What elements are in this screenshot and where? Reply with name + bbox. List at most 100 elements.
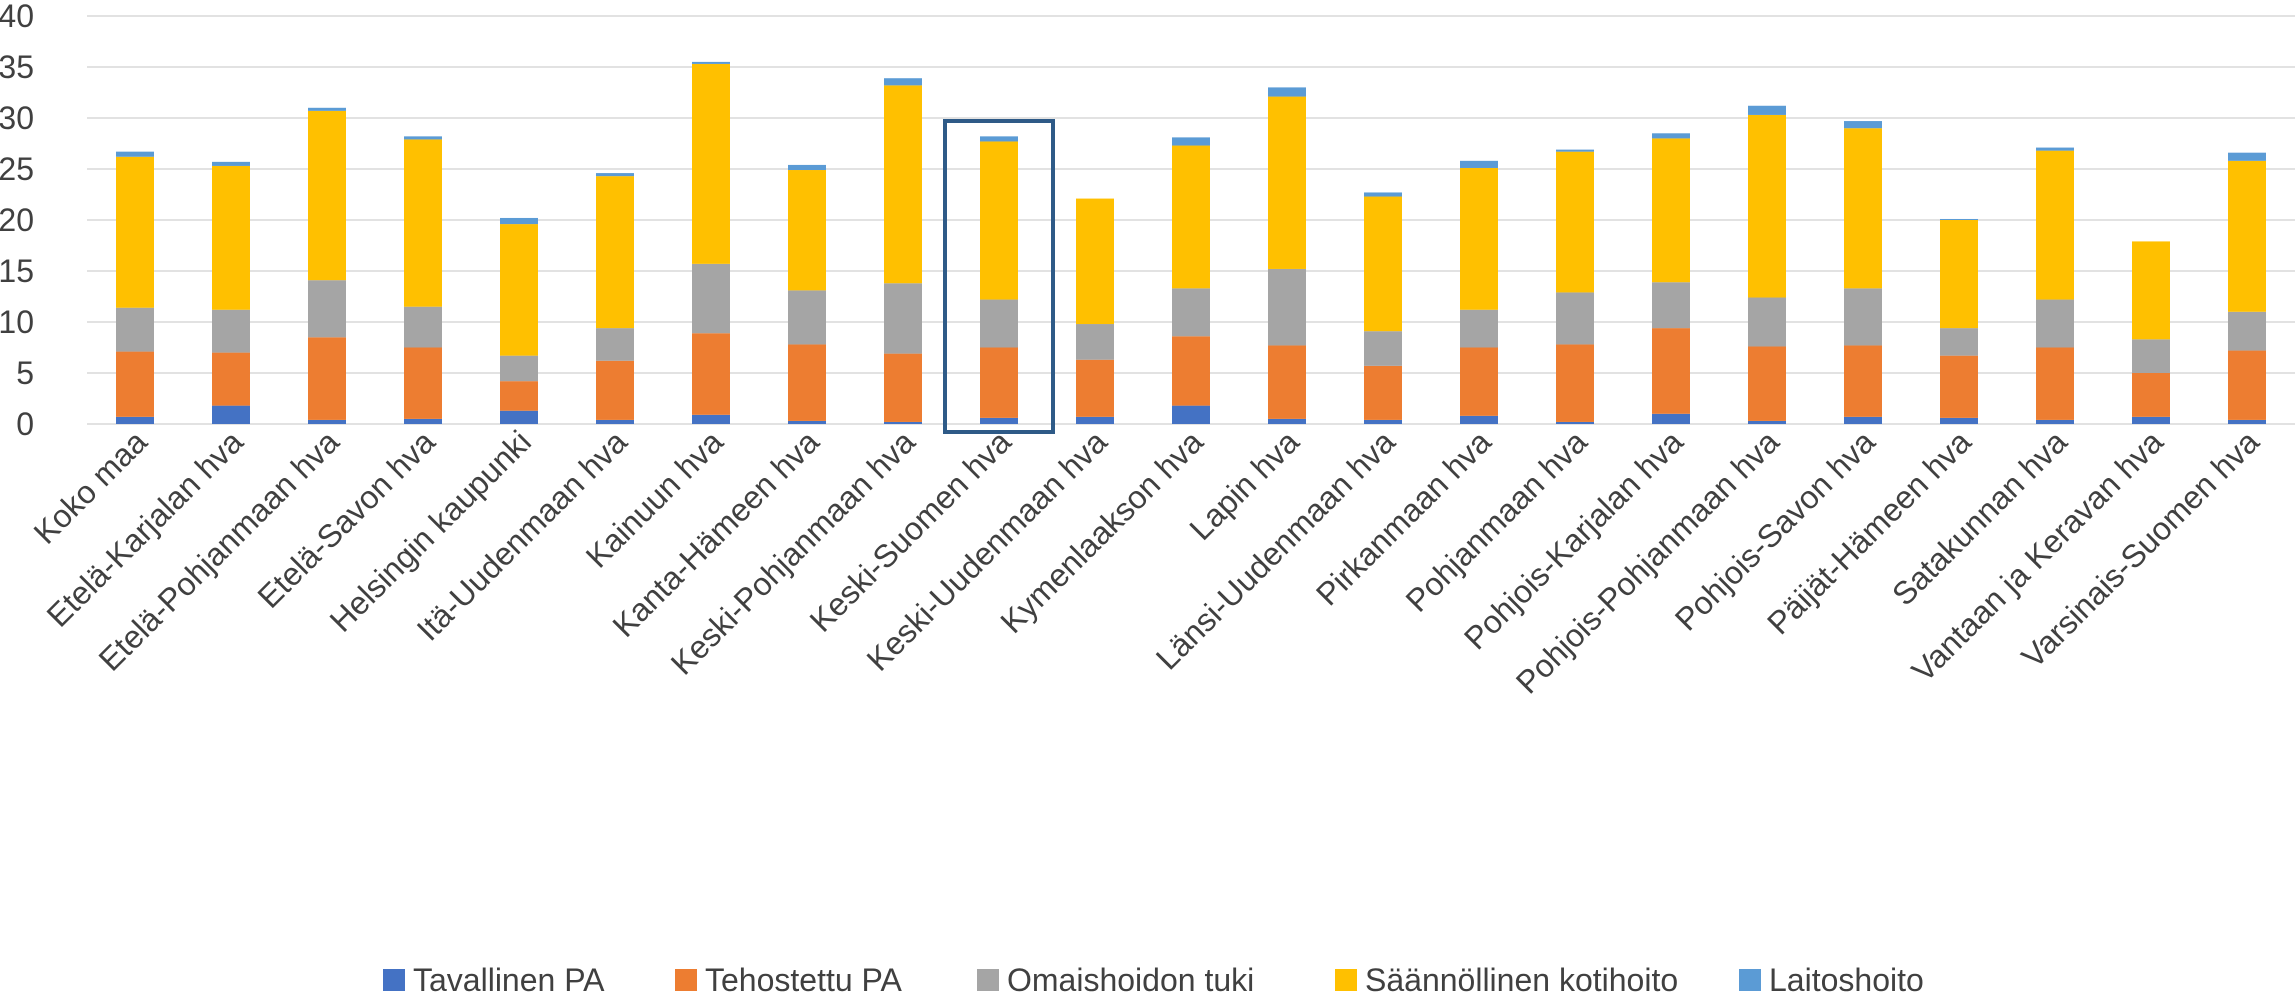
bar-segment — [1556, 344, 1594, 422]
legend-label: Tehostettu PA — [705, 962, 903, 998]
bar-segment — [212, 161, 250, 166]
bar-segment — [1268, 87, 1306, 97]
bar-segment — [2228, 311, 2266, 351]
bar-segment — [1364, 331, 1402, 366]
bar-segment — [308, 110, 346, 281]
bar-segment — [308, 280, 346, 338]
bar-segment — [884, 78, 922, 86]
bar-segment — [1556, 421, 1594, 424]
bar-segment — [500, 355, 538, 382]
y-tick-label: 10 — [0, 304, 34, 340]
legend-swatch — [1739, 969, 1761, 991]
bar-segment — [1076, 198, 1114, 325]
x-tick-label: Pirkanmaan hva — [1309, 423, 1498, 612]
bar-segment — [1268, 268, 1306, 346]
x-tick-label: Etelä-Savon hva — [250, 423, 442, 615]
bar-segment — [1364, 419, 1402, 424]
bar-segment — [1940, 218, 1978, 220]
x-tick-label: Pohjanmaan hva — [1399, 423, 1594, 618]
bar-segment — [2228, 350, 2266, 420]
bar-segment — [212, 309, 250, 353]
bar-segment — [596, 419, 634, 424]
bar-segment — [1460, 309, 1498, 348]
y-tick-label: 40 — [0, 0, 34, 34]
bar-segment — [308, 107, 346, 111]
bar-segment — [1076, 416, 1114, 424]
bar-segment — [1748, 297, 1786, 347]
bar-segment — [1844, 121, 1882, 129]
bar-segment — [788, 164, 826, 171]
legend: Tavallinen PA Tehostettu PA Omaishoidon tu… — [383, 962, 1924, 998]
bars — [116, 61, 2266, 424]
y-tick-label: 25 — [0, 151, 34, 187]
bar-segment — [1172, 288, 1210, 337]
bar-segment — [980, 141, 1018, 300]
bar-segment — [2036, 419, 2074, 424]
bar-segment — [980, 347, 1018, 418]
bar-segment — [1940, 417, 1978, 424]
bar-segment — [1844, 288, 1882, 346]
legend-swatch — [675, 969, 697, 991]
legend-swatch — [383, 969, 405, 991]
bar-segment — [116, 351, 154, 417]
bar-segment — [1940, 220, 1978, 329]
bar-segment — [1268, 418, 1306, 424]
bar-segment — [116, 151, 154, 157]
bar-segment — [788, 290, 826, 345]
y-tick-label: 5 — [16, 355, 34, 391]
y-tick-label: 20 — [0, 202, 34, 238]
bar-segment — [2132, 241, 2170, 340]
bar-segment — [1748, 346, 1786, 421]
bar-segment — [2228, 160, 2266, 312]
bar-segment — [1556, 151, 1594, 293]
bar-segment — [2228, 419, 2266, 424]
bar-segment — [116, 307, 154, 352]
bar-segment — [1268, 96, 1306, 269]
legend-label: Säännöllinen kotihoito — [1365, 962, 1678, 998]
bar-segment — [1172, 145, 1210, 289]
highlight-box — [943, 119, 1055, 434]
highlight-box-layer — [943, 119, 1055, 434]
y-axis-ticks: 0 5 10 15 20 25 30 35 40 — [0, 0, 34, 442]
bar-segment — [1460, 415, 1498, 424]
bar-segment — [1172, 405, 1210, 424]
bar-segment — [1748, 114, 1786, 298]
bar-segment — [1844, 128, 1882, 289]
bar-segment — [116, 416, 154, 424]
bar-segment — [1364, 365, 1402, 420]
bar-segment — [500, 381, 538, 411]
bar-segment — [2036, 150, 2074, 300]
bar-segment — [404, 139, 442, 307]
bar-segment — [1652, 282, 1690, 329]
bar-segment — [1844, 345, 1882, 417]
bar-segment — [1460, 347, 1498, 416]
bar-segment — [1652, 133, 1690, 139]
bar-segment — [1364, 196, 1402, 332]
bar-segment — [788, 420, 826, 424]
bar-segment — [596, 176, 634, 329]
bar-segment — [1076, 324, 1114, 360]
bar-segment — [884, 85, 922, 284]
bar-segment — [404, 347, 442, 419]
bar-segment — [1364, 192, 1402, 197]
bar-segment — [1940, 328, 1978, 356]
bar-segment — [2036, 147, 2074, 151]
legend-swatch — [1335, 969, 1357, 991]
bar-segment — [788, 170, 826, 291]
y-tick-label: 15 — [0, 253, 34, 289]
bar-segment — [2036, 347, 2074, 420]
bar-segment — [884, 421, 922, 424]
bar-segment — [1748, 105, 1786, 115]
bar-segment — [1460, 167, 1498, 310]
bar-segment — [500, 217, 538, 225]
bar-segment — [1172, 336, 1210, 406]
bar-segment — [1172, 137, 1210, 146]
bar-segment — [1748, 420, 1786, 424]
bar-segment — [596, 173, 634, 177]
bar-segment — [980, 417, 1018, 424]
bar-segment — [884, 283, 922, 354]
bar-segment — [2228, 152, 2266, 161]
bar-segment — [1844, 416, 1882, 424]
bar-segment — [788, 344, 826, 421]
bar-segment — [212, 405, 250, 424]
